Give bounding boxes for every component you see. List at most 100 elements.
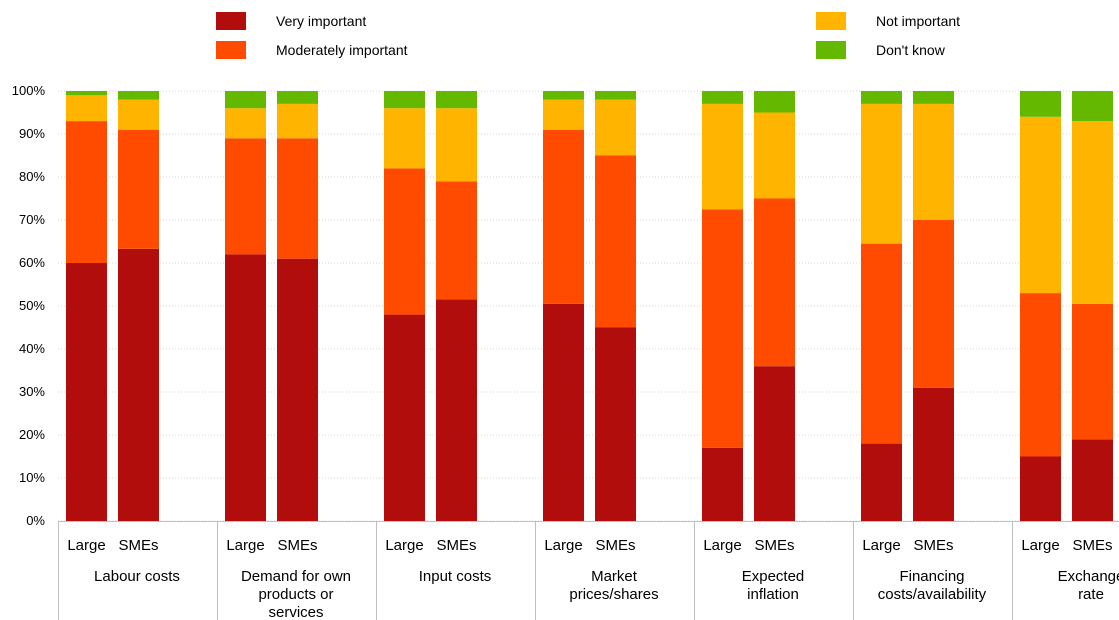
bar-segment-don-t-know xyxy=(754,91,795,113)
category-label: rate xyxy=(1078,586,1104,603)
bar-segment-don-t-know xyxy=(118,91,159,100)
legend-item-very-important: Very important xyxy=(216,12,366,30)
legend-item-not-important: Not important xyxy=(816,12,960,30)
bar-label: SMEs xyxy=(277,537,317,554)
legend-swatch xyxy=(216,41,246,59)
category-label: Financing xyxy=(899,568,964,585)
bar-label: Large xyxy=(67,537,105,554)
bar-label: SMEs xyxy=(436,537,476,554)
bar-segment-not-important xyxy=(225,108,266,139)
bar-segment-don-t-know xyxy=(595,91,636,100)
bar-segment-moderately-important xyxy=(595,155,636,328)
legend-swatch xyxy=(216,12,246,30)
bar-segment-not-important xyxy=(754,112,795,199)
bar-segment-very-important xyxy=(66,263,107,521)
bar-segment-don-t-know xyxy=(702,91,743,104)
category-label: Exchange xyxy=(1058,568,1119,585)
bar-label: SMEs xyxy=(595,537,635,554)
bar-segment-very-important xyxy=(543,303,584,521)
bar-segment-very-important xyxy=(277,258,318,521)
bar-segment-very-important xyxy=(702,447,743,521)
y-tick-label: 70% xyxy=(19,212,45,227)
bar-segment-moderately-important xyxy=(225,138,266,255)
bar-segment-not-important xyxy=(543,99,584,130)
bar-segment-don-t-know xyxy=(225,91,266,109)
bar-label: Large xyxy=(703,537,741,554)
bar-segment-very-important xyxy=(754,366,795,521)
bar-segment-very-important xyxy=(861,443,902,521)
bar-segment-moderately-important xyxy=(277,138,318,259)
bar-segment-not-important xyxy=(595,99,636,156)
y-tick-label: 10% xyxy=(19,470,45,485)
bar-segment-moderately-important xyxy=(66,121,107,263)
bar-segment-don-t-know xyxy=(543,91,584,100)
legend-label: Not important xyxy=(876,13,961,29)
legend-swatch xyxy=(816,12,846,30)
bar-segment-not-important xyxy=(913,103,954,220)
bar-segment-very-important xyxy=(595,327,636,521)
bar-segment-not-important xyxy=(66,95,107,122)
bar-segment-moderately-important xyxy=(1020,293,1061,457)
bar-segment-don-t-know xyxy=(436,91,477,109)
bar-segment-don-t-know xyxy=(913,91,954,104)
bar-segment-very-important xyxy=(1072,439,1113,521)
bar-segment-don-t-know xyxy=(384,91,425,109)
bar-segment-very-important xyxy=(436,299,477,521)
bar-segment-not-important xyxy=(436,108,477,182)
bar-segment-moderately-important xyxy=(913,220,954,388)
category-label: products or xyxy=(258,586,333,603)
bar-segment-moderately-important xyxy=(861,243,902,444)
legend-label: Don't know xyxy=(876,42,945,58)
y-tick-label: 20% xyxy=(19,427,45,442)
bar-segment-don-t-know xyxy=(1072,91,1113,122)
bar-label: Large xyxy=(226,537,264,554)
category-label: costs/availability xyxy=(878,586,987,603)
bar-segment-very-important xyxy=(913,387,954,521)
bar-label: Large xyxy=(544,537,582,554)
y-tick-label: 40% xyxy=(19,341,45,356)
y-tick-label: 80% xyxy=(19,169,45,184)
bar-segment-moderately-important xyxy=(436,181,477,300)
bar-segment-not-important xyxy=(118,99,159,130)
bar-label: SMEs xyxy=(118,537,158,554)
bar-segment-moderately-important xyxy=(754,198,795,367)
legend-label: Moderately important xyxy=(276,42,408,58)
bar-segment-not-important xyxy=(277,103,318,139)
legend-swatch xyxy=(816,41,846,59)
bar-segment-not-important xyxy=(384,108,425,169)
bar-segment-don-t-know xyxy=(1020,91,1061,117)
bar-segment-very-important xyxy=(1020,456,1061,521)
y-tick-label: 30% xyxy=(19,384,45,399)
legend-label: Very important xyxy=(276,13,367,29)
bar-segment-not-important xyxy=(1020,116,1061,294)
bar-segment-moderately-important xyxy=(118,129,159,249)
bar-segment-very-important xyxy=(118,248,159,521)
category-label: Market xyxy=(591,568,638,585)
bar-label: SMEs xyxy=(754,537,794,554)
y-tick-label: 90% xyxy=(19,126,45,141)
legend-item-dont-know: Don't know xyxy=(816,41,945,59)
category-label: Input costs xyxy=(419,568,492,585)
bar-segment-don-t-know xyxy=(861,91,902,104)
category-label: Demand for own xyxy=(241,568,351,585)
bar-segment-moderately-important xyxy=(384,168,425,315)
y-tick-label: 100% xyxy=(12,83,46,98)
legend-item-moderately-important: Moderately important xyxy=(216,41,408,59)
y-tick-label: 0% xyxy=(26,513,45,528)
bar-label: SMEs xyxy=(1072,537,1112,554)
bar-segment-moderately-important xyxy=(543,129,584,304)
bar-segment-don-t-know xyxy=(277,91,318,104)
category-label: inflation xyxy=(747,586,799,603)
bar-segment-very-important xyxy=(225,254,266,521)
bar-segment-moderately-important xyxy=(1072,303,1113,440)
bar-label: Large xyxy=(385,537,423,554)
category-label: Expected xyxy=(742,568,805,585)
bar-segment-not-important xyxy=(1072,121,1113,304)
bar-segment-very-important xyxy=(384,314,425,521)
y-tick-label: 60% xyxy=(19,255,45,270)
bar-label: SMEs xyxy=(913,537,953,554)
bar-label: Large xyxy=(1021,537,1059,554)
category-label: prices/shares xyxy=(569,586,658,603)
category-label: Labour costs xyxy=(94,568,180,585)
